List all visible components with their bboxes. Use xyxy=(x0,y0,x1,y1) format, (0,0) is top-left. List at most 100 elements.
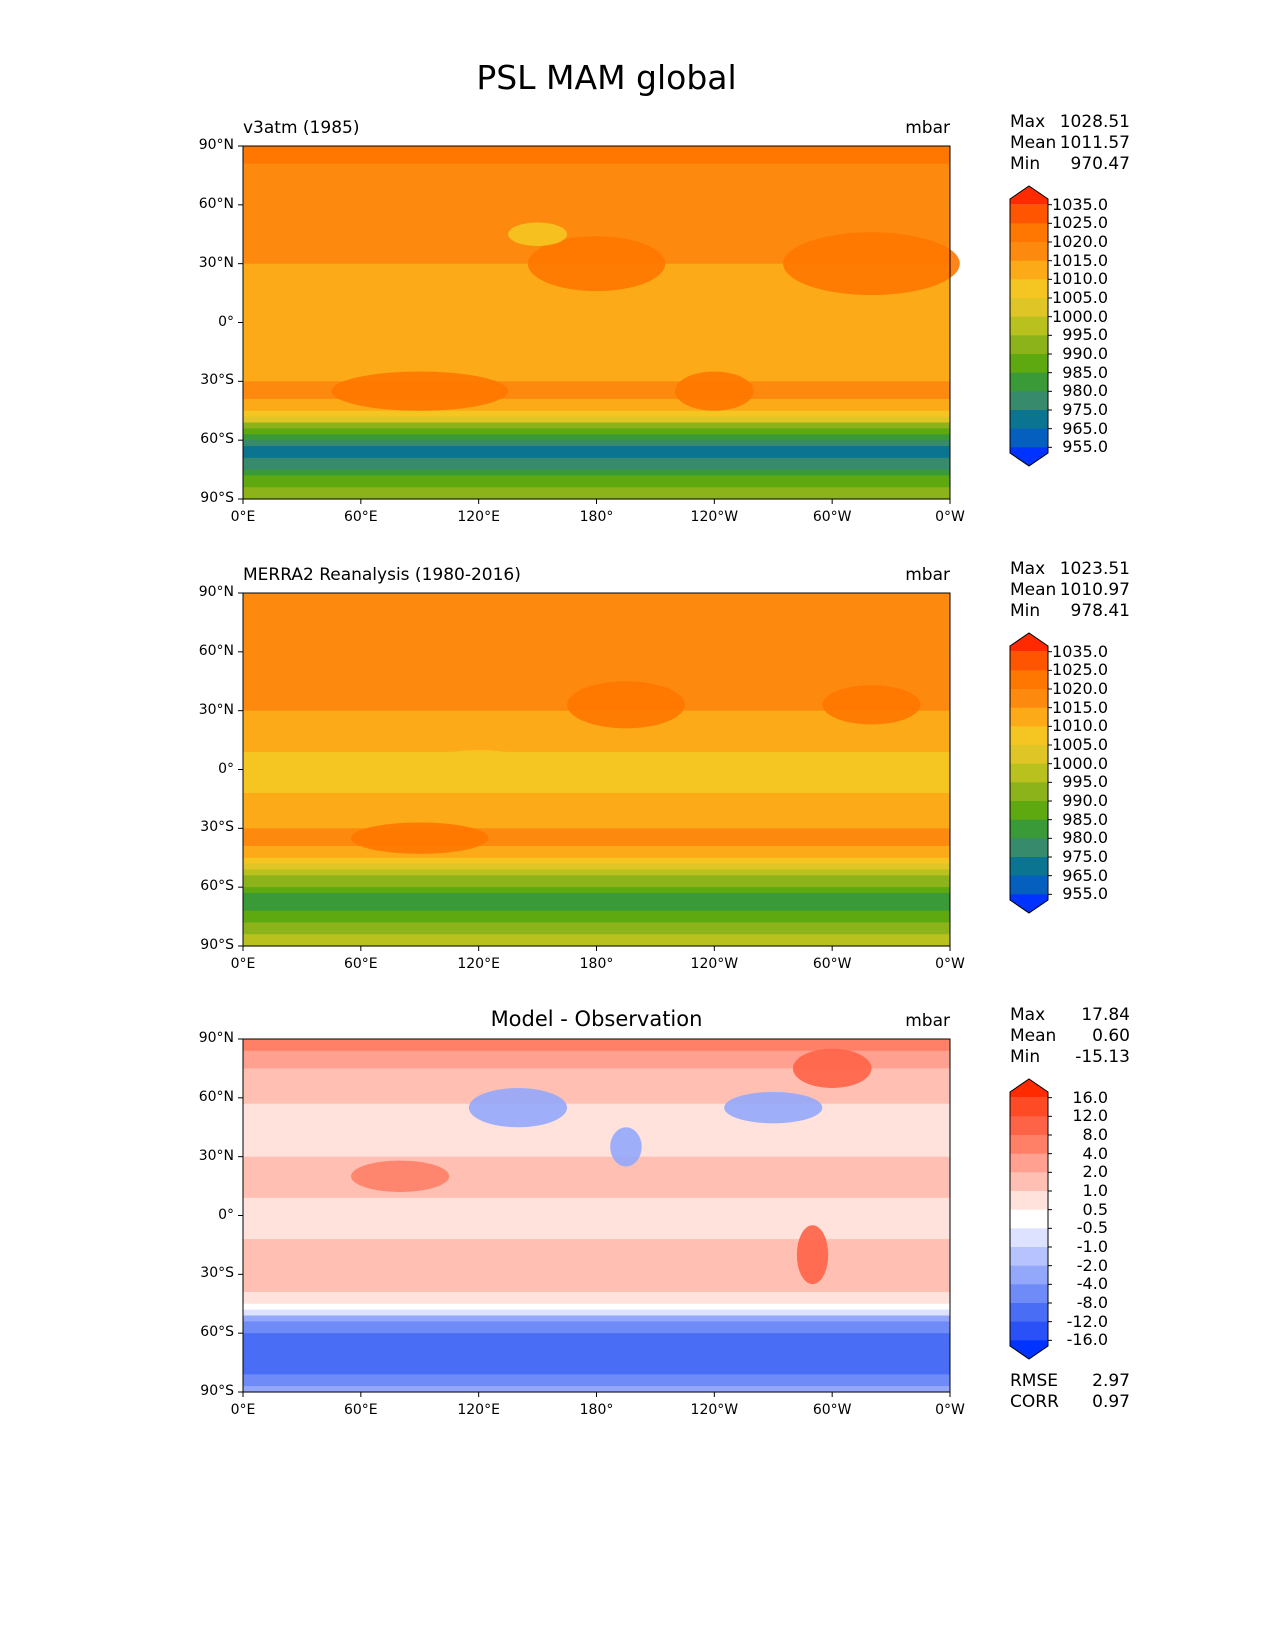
colorbar-swatch xyxy=(1010,1191,1048,1211)
contour-band xyxy=(243,393,950,400)
colorbar-swatch xyxy=(1010,819,1048,839)
contour-band xyxy=(243,375,950,382)
contour-band xyxy=(243,1209,950,1217)
contour-band xyxy=(243,1380,950,1387)
contour-band xyxy=(243,751,950,759)
contour-band xyxy=(243,381,950,388)
y-tick-label: 60°S xyxy=(200,1324,234,1341)
contour-band xyxy=(243,1062,950,1070)
colorbar-swatch xyxy=(1010,1284,1048,1304)
colorbar-swatch xyxy=(1010,428,1048,448)
colorbar-swatch xyxy=(1010,260,1048,280)
y-tick-label: 60°N xyxy=(198,1088,234,1105)
contour-band xyxy=(243,1321,950,1328)
colorbar-label: 985.0 xyxy=(1062,362,1108,382)
map-panel-2 xyxy=(238,592,1052,951)
colorbar-label: 985.0 xyxy=(1062,809,1108,829)
contour-band xyxy=(243,1309,950,1317)
x-tick-label: 180° xyxy=(579,956,614,972)
colorbar-label: 1010.0 xyxy=(1052,716,1108,736)
contour-band xyxy=(243,1362,950,1370)
contour-band xyxy=(243,1197,950,1205)
pressure-system xyxy=(567,681,685,729)
stat-value: 978.41 xyxy=(1070,601,1130,621)
contour-band xyxy=(243,1268,950,1275)
contour-band xyxy=(243,1215,950,1222)
stat-label: Mean xyxy=(1010,580,1057,600)
contour-band xyxy=(243,1256,950,1264)
y-tick-label: 60°S xyxy=(200,431,234,448)
contour-band xyxy=(243,1239,950,1246)
contour-band xyxy=(243,475,950,482)
colorbar-label: 1020.0 xyxy=(1052,232,1108,251)
x-tick-label: 0°W xyxy=(935,509,965,525)
stat-value: 970.47 xyxy=(1070,154,1130,174)
contour-band xyxy=(243,1115,950,1122)
colorbar-swatch xyxy=(1010,782,1048,802)
contour-band xyxy=(243,781,950,788)
colorbar-label: 955.0 xyxy=(1062,437,1108,457)
map-panel-3 xyxy=(238,1038,1052,1397)
contour-band xyxy=(243,481,950,488)
contour-band xyxy=(243,1203,950,1211)
y-tick-label: 0° xyxy=(218,1206,234,1223)
colorbar-label: 1025.0 xyxy=(1052,660,1108,680)
colorbar-label: 955.0 xyxy=(1062,884,1108,904)
pressure-system xyxy=(796,1225,829,1285)
colorbar-label: 995.0 xyxy=(1062,772,1108,792)
contour-band xyxy=(243,1315,950,1322)
contour-band xyxy=(243,463,950,471)
contour-band xyxy=(243,793,950,800)
colorbar-label: 1020.0 xyxy=(1052,679,1108,698)
y-tick-label: 30°N xyxy=(198,701,234,718)
contour-band xyxy=(243,446,950,453)
x-tick-label: 0°W xyxy=(935,956,965,972)
contour-band xyxy=(243,1327,950,1334)
contour-band xyxy=(243,598,950,606)
colorbar-swatch xyxy=(1010,670,1048,690)
colorbar-label: 1000.0 xyxy=(1052,306,1108,326)
contour-band xyxy=(243,645,950,653)
stat-label: Max xyxy=(1010,112,1046,132)
contour-band xyxy=(243,840,950,847)
colorbar-label: -2.0 xyxy=(1076,1255,1108,1275)
contour-band xyxy=(243,1127,950,1134)
contour-band xyxy=(243,493,950,500)
contour-band xyxy=(243,1374,950,1381)
contour-band xyxy=(243,228,950,235)
contour-band xyxy=(243,1297,950,1305)
contour-band xyxy=(243,1333,950,1340)
pressure-system xyxy=(419,749,538,790)
stat-value: -15.13 xyxy=(1075,1047,1130,1067)
metric-value: 0.97 xyxy=(1092,1392,1130,1412)
colorbar-swatch xyxy=(1010,1097,1048,1117)
colorbar-label: -12.0 xyxy=(1066,1311,1108,1331)
contour-band xyxy=(243,469,950,477)
contour-band xyxy=(243,1139,950,1146)
colorbar-label: 1005.0 xyxy=(1052,735,1108,754)
stat-value: 1028.51 xyxy=(1059,112,1130,132)
colorbar-swatch xyxy=(1010,651,1048,671)
contour-band xyxy=(243,1344,950,1352)
contour-band xyxy=(243,622,950,629)
colorbar-swatch xyxy=(1010,204,1048,224)
contour-band xyxy=(243,1144,950,1152)
contour-band xyxy=(243,457,950,465)
colorbar-extend-top xyxy=(1010,633,1048,652)
colorbar-label: 990.0 xyxy=(1062,344,1108,363)
y-tick-label: 90°N xyxy=(198,584,234,600)
x-tick-label: 180° xyxy=(579,1402,614,1418)
contour-band xyxy=(243,610,950,618)
contour-band xyxy=(243,763,950,771)
contour-band xyxy=(243,1044,950,1052)
y-tick-label: 90°N xyxy=(198,137,234,153)
contour-band xyxy=(243,328,950,335)
colorbar-label: -8.0 xyxy=(1076,1293,1108,1312)
contour-band xyxy=(243,893,950,900)
x-tick-label: 0°E xyxy=(230,509,256,525)
colorbar-swatch xyxy=(1010,298,1048,318)
units-label: mbar xyxy=(905,118,950,138)
figure-title: PSL MAM global xyxy=(476,58,737,97)
contour-band xyxy=(243,675,950,682)
